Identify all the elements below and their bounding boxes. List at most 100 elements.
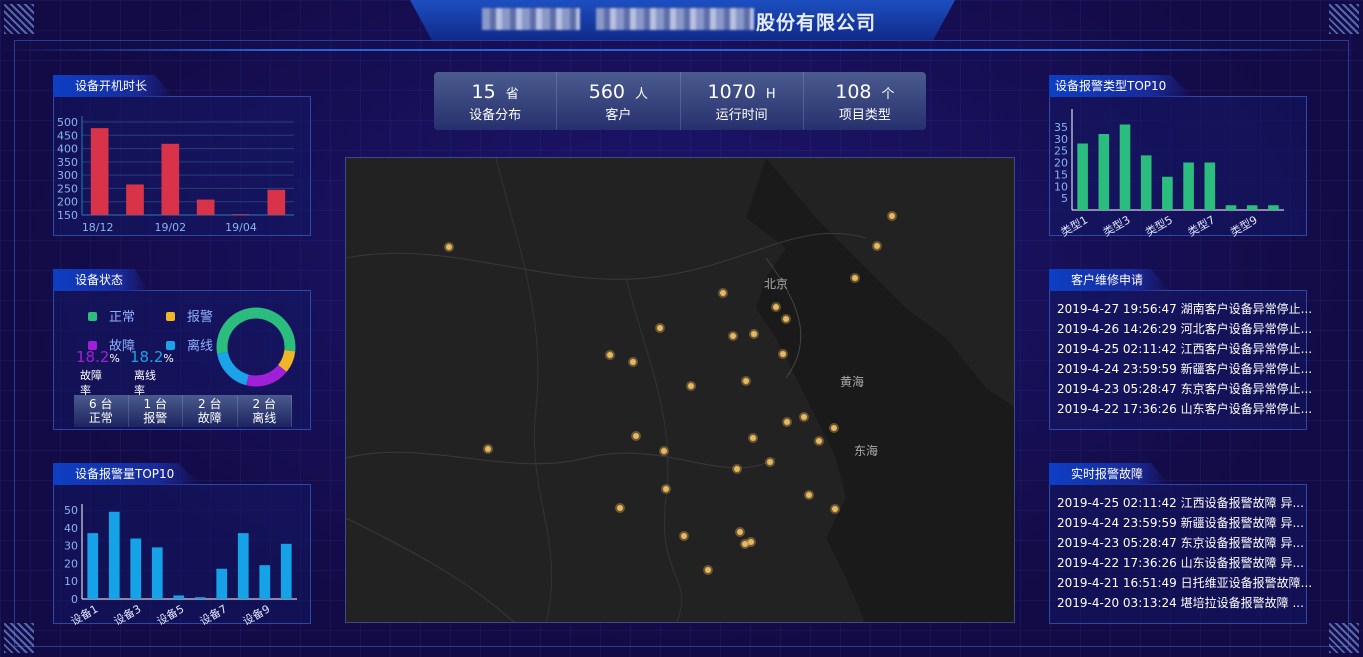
alarm-top-panel: 设备报警量TOP10 0 10 20 30 40 50 设备1 设备3 设备5 设备7 设备9 xyxy=(53,463,311,628)
map-point[interactable] xyxy=(630,359,636,365)
y-tick-label: 5 xyxy=(1061,192,1068,205)
stat-label: 客户 xyxy=(605,108,632,123)
bar[interactable] xyxy=(1162,176,1173,210)
map-point[interactable] xyxy=(485,446,491,452)
list-item[interactable]: 2019-4-26 14:26:29 河北客户设备异常停止... xyxy=(1057,322,1313,336)
bar[interactable] xyxy=(1225,205,1237,210)
map-point[interactable] xyxy=(832,506,838,512)
map-point[interactable] xyxy=(748,539,754,545)
map-point[interactable] xyxy=(773,304,779,310)
bar[interactable] xyxy=(1077,143,1088,211)
map-point[interactable] xyxy=(767,459,773,465)
map-point[interactable] xyxy=(784,419,790,425)
donut-slice[interactable] xyxy=(246,364,287,387)
list-item[interactable]: 2019-4-22 17:36:26 山东客户设备异常停止... xyxy=(1057,402,1313,416)
bar[interactable] xyxy=(1268,205,1279,210)
stat-unit: 省 xyxy=(505,87,519,102)
list-item[interactable]: 2019-4-25 02:11:42 江西设备报警故障 异... xyxy=(1057,496,1304,510)
donut-slice[interactable] xyxy=(217,351,250,386)
list-item[interactable]: 2019-4-21 16:51:49 日托维亚设备报警故障... xyxy=(1057,576,1313,590)
header-line xyxy=(0,49,1363,51)
map-point[interactable] xyxy=(688,383,694,389)
panel-title: 设备状态 xyxy=(53,269,150,291)
stat-item: 108 个项目类型 xyxy=(804,72,926,130)
bar[interactable] xyxy=(232,214,250,215)
alarm-type-panel: 设备报警类型TOP10 5 10 15 20 25 30 35 类型1 类型3 类型5 类型7 类型9 xyxy=(1049,75,1307,239)
bar[interactable] xyxy=(216,568,228,599)
bar[interactable] xyxy=(1098,134,1110,210)
bar[interactable] xyxy=(267,189,286,215)
china-map[interactable]: 北京 黄海 东海 xyxy=(345,157,1015,623)
bar[interactable] xyxy=(259,565,271,599)
bar[interactable] xyxy=(1183,162,1194,211)
map-point[interactable] xyxy=(446,244,452,250)
bar[interactable] xyxy=(87,533,99,599)
map-point[interactable] xyxy=(743,378,749,384)
bar[interactable] xyxy=(126,184,144,215)
map-point[interactable] xyxy=(720,290,726,296)
map-point[interactable] xyxy=(806,492,812,498)
bar[interactable] xyxy=(130,538,142,599)
map-point[interactable] xyxy=(681,533,687,539)
y-tick-label: 10 xyxy=(64,575,78,588)
border-line xyxy=(346,451,777,469)
list-item[interactable]: 2019-4-20 03:13:24 堪培拉设备报警故障 ... xyxy=(1057,596,1304,610)
stats-bar: 15 省设备分布 560 人客户 1070 H 运行时间 108 个项目类型 xyxy=(434,72,926,130)
map-point[interactable] xyxy=(617,505,623,511)
bar[interactable] xyxy=(1119,124,1131,211)
map-point[interactable] xyxy=(750,435,756,441)
legend-label: 报警 xyxy=(187,310,214,325)
stat-label: 项目类型 xyxy=(838,108,891,123)
bar[interactable] xyxy=(90,128,109,215)
y-tick-label: 40 xyxy=(64,522,78,535)
bar[interactable] xyxy=(108,511,120,599)
map-point[interactable] xyxy=(633,433,639,439)
map-point[interactable] xyxy=(607,352,613,358)
bar[interactable] xyxy=(1204,162,1216,211)
list-item[interactable]: 2019-4-23 05:28:47 东京客户设备异常停止... xyxy=(1057,382,1313,396)
map-point[interactable] xyxy=(780,351,786,357)
map-point[interactable] xyxy=(737,529,743,535)
bar[interactable] xyxy=(151,547,163,599)
bar[interactable] xyxy=(161,143,180,215)
panel-title: 实时报警故障 xyxy=(1049,463,1170,485)
bar[interactable] xyxy=(173,595,185,599)
bar[interactable] xyxy=(194,597,206,599)
map-point[interactable] xyxy=(742,541,748,547)
list-item[interactable]: 2019-4-23 05:28:47 东京设备报警故障 异... xyxy=(1057,536,1304,550)
map-point[interactable] xyxy=(831,425,837,431)
list-item[interactable]: 2019-4-24 23:59:59 新疆客户设备异常停止... xyxy=(1057,362,1313,376)
list-item[interactable]: 2019-4-24 23:59:59 新疆设备报警故障 异... xyxy=(1057,516,1304,530)
donut-slice[interactable] xyxy=(216,307,296,354)
bar[interactable] xyxy=(1140,155,1152,210)
legend-offline: 离线 xyxy=(166,335,213,354)
map-point[interactable] xyxy=(730,333,736,339)
list-item[interactable]: 2019-4-27 19:56:47 湖南客户设备异常停止... xyxy=(1057,302,1313,316)
bar[interactable] xyxy=(237,533,249,599)
border-line xyxy=(495,158,553,622)
map-point[interactable] xyxy=(661,448,667,454)
map-point[interactable] xyxy=(874,243,880,249)
map-point[interactable] xyxy=(783,316,789,322)
map-point[interactable] xyxy=(734,466,740,472)
list-item[interactable]: 2019-4-25 02:11:42 江西客户设备异常停止... xyxy=(1057,342,1313,356)
stat-value: 108 xyxy=(835,81,872,103)
map-point[interactable] xyxy=(816,438,822,444)
bar[interactable] xyxy=(280,543,292,599)
bar[interactable] xyxy=(196,199,215,215)
list-item[interactable]: 2019-4-22 17:36:26 山东设备报警故障 异... xyxy=(1057,556,1304,570)
swatch xyxy=(88,341,97,350)
map-point[interactable] xyxy=(657,325,663,331)
map-point[interactable] xyxy=(751,331,757,337)
map-point[interactable] xyxy=(889,213,895,219)
donut-slice[interactable] xyxy=(277,349,296,372)
border-line xyxy=(765,257,802,379)
map-point[interactable] xyxy=(663,486,669,492)
page-title: 股份有限公司 xyxy=(756,12,877,34)
bar[interactable] xyxy=(1246,205,1258,210)
x-tick-label: 设备5 xyxy=(154,601,186,625)
map-point[interactable] xyxy=(705,567,711,573)
map-point[interactable] xyxy=(801,414,807,420)
map-point[interactable] xyxy=(852,275,858,281)
